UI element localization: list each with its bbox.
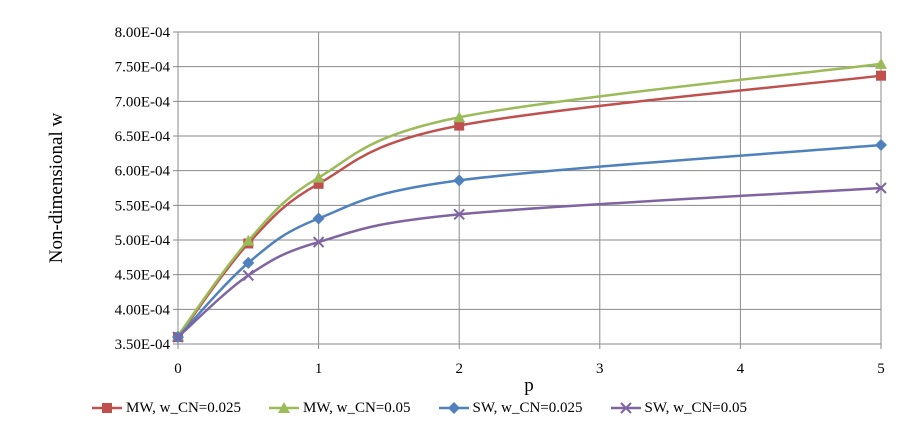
y-tick-label: 4.00E-04 xyxy=(115,302,171,318)
y-tick-label: 5.50E-04 xyxy=(115,198,171,214)
data-point xyxy=(454,120,465,131)
x-axis-title: p xyxy=(524,375,534,396)
y-tick-label: 6.00E-04 xyxy=(115,164,171,180)
legend-marker xyxy=(619,402,632,414)
legend-label: MW, w_CN=0.05 xyxy=(303,399,411,416)
data-point xyxy=(875,139,887,152)
data-point xyxy=(312,171,325,183)
y-tick-label: 7.50E-04 xyxy=(115,60,171,76)
data-point xyxy=(875,182,887,194)
y-tick-label: 8.00E-04 xyxy=(115,25,171,41)
series-3 xyxy=(172,182,887,343)
legend-marker xyxy=(102,403,112,413)
y-tick-label: 3.50E-04 xyxy=(115,337,171,353)
data-point xyxy=(453,174,466,187)
series-line xyxy=(177,74,882,338)
x-tick-label: 4 xyxy=(737,361,745,377)
legend-marker xyxy=(447,402,460,414)
legend-swatch xyxy=(269,402,299,413)
series-1 xyxy=(172,57,887,341)
legend-item: MW, w_CN=0.025 xyxy=(92,400,241,417)
data-point xyxy=(242,234,255,246)
legend-swatch xyxy=(438,402,469,414)
data-point xyxy=(312,236,325,248)
data-point xyxy=(876,70,886,81)
y-tick-label: 7.00E-04 xyxy=(115,94,171,110)
legend-label: SW, w_CN=0.025 xyxy=(472,399,583,416)
legend-item: SW, w_CN=0.05 xyxy=(610,399,748,417)
data-point xyxy=(172,331,184,343)
x-tick-label: 1 xyxy=(315,361,323,377)
data-point xyxy=(312,212,325,225)
legend-item: MW, w_CN=0.05 xyxy=(269,400,411,417)
legend-marker xyxy=(278,402,290,413)
series-line xyxy=(177,143,882,338)
y-axis-title: Non-dimensional w xyxy=(46,113,67,264)
data-point xyxy=(242,256,255,269)
legend-label: SW, w_CN=0.05 xyxy=(644,399,748,416)
series-2 xyxy=(172,139,887,344)
y-tick-label: 5.00E-04 xyxy=(115,233,171,249)
data-point xyxy=(313,178,324,189)
y-tick-label: 6.50E-04 xyxy=(115,129,171,145)
series-group xyxy=(172,57,887,344)
series-line xyxy=(177,186,882,339)
legend-label: MW, w_CN=0.025 xyxy=(126,399,241,416)
y-axis-ticks: 3.50E-04 4.00E-04 4.50E-04 5.00E-04 5.50E-04… xyxy=(115,25,171,353)
grid-lines xyxy=(173,31,882,349)
data-point xyxy=(875,57,887,69)
x-axis-ticks: 0 1 2 3 4 5 xyxy=(174,361,885,377)
legend-swatch xyxy=(92,403,122,413)
data-point xyxy=(453,208,465,221)
x-tick-label: 0 xyxy=(174,361,182,377)
data-point xyxy=(453,111,466,123)
legend-item: SW, w_CN=0.025 xyxy=(438,399,583,417)
legend-swatch xyxy=(610,402,641,414)
x-tick-label: 2 xyxy=(455,361,463,377)
legend: MW, w_CN=0.025 MW, w_CN=0.05 SW, w_CN=0.02… xyxy=(92,396,912,420)
series-line xyxy=(176,62,882,337)
x-tick-label: 3 xyxy=(596,361,604,377)
data-point xyxy=(242,269,255,282)
y-tick-label: 4.50E-04 xyxy=(115,268,171,284)
x-tick-label: 5 xyxy=(877,361,885,377)
